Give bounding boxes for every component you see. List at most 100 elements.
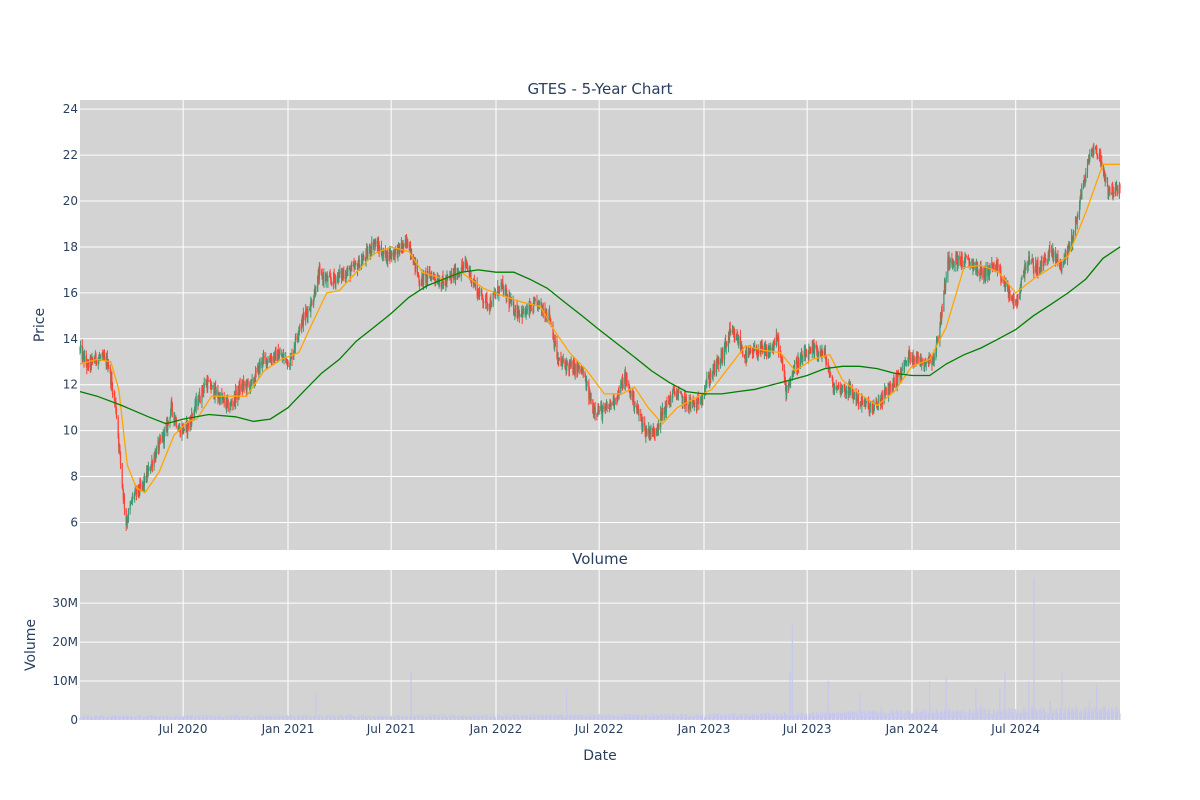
volume-bar [1073, 711, 1075, 720]
volume-bar [646, 715, 648, 720]
candle-body [778, 337, 780, 352]
candle-body [111, 383, 114, 395]
volume-bar [163, 715, 165, 720]
volume-bar [243, 715, 245, 720]
volume-bar [96, 715, 98, 720]
volume-bar [668, 714, 670, 720]
volume-bar [195, 715, 197, 720]
volume-bar [521, 715, 523, 720]
volume-bar [186, 715, 188, 720]
volume-bar [916, 712, 918, 720]
volume-y-axis-title: Volume [23, 619, 39, 671]
volume-bar [143, 717, 145, 720]
volume-bar [1113, 709, 1115, 720]
volume-bar [159, 717, 161, 720]
candle-body [633, 407, 636, 408]
volume-bar [267, 715, 269, 720]
candle-body [979, 265, 981, 275]
candle-body [1082, 180, 1085, 186]
volume-bar [247, 715, 249, 720]
volume-bar [492, 714, 494, 720]
volume-bar [178, 717, 180, 720]
candle-body [134, 492, 136, 497]
candle-body [844, 390, 846, 393]
volume-bar [298, 714, 300, 720]
volume-bar [778, 715, 780, 720]
candle-body [490, 305, 493, 307]
candle-body [223, 397, 225, 404]
candle-body [113, 394, 115, 396]
candle-body [301, 319, 303, 329]
volume-bar [489, 716, 491, 720]
candle-body [939, 327, 941, 341]
candle-body [249, 386, 251, 391]
candle-body [500, 283, 502, 287]
volume-bar [552, 717, 554, 720]
candle-body [325, 277, 327, 281]
volume-bar [542, 714, 544, 720]
candle-body [560, 357, 562, 363]
candle-body [327, 276, 329, 282]
volume-bar [983, 709, 985, 720]
candle-body [845, 390, 848, 394]
volume-bar [190, 715, 192, 720]
candle-body [1069, 245, 1071, 249]
volume-bar [712, 716, 714, 720]
candle-body [772, 346, 774, 350]
volume-bar [436, 717, 438, 720]
volume-spike-bar [980, 704, 982, 720]
volume-bar [175, 715, 177, 720]
volume-bar [134, 717, 136, 720]
volume-bar [991, 713, 993, 720]
candle-body [805, 355, 807, 358]
volume-spike-bar [999, 688, 1001, 720]
volume-bar [270, 717, 272, 720]
volume-bar [685, 713, 687, 720]
volume-bar [901, 715, 903, 720]
volume-bar [118, 715, 120, 720]
volume-bar [546, 716, 548, 720]
volume-bar [952, 712, 954, 720]
candle-body [688, 400, 690, 409]
candle-body [189, 419, 192, 421]
volume-bar [816, 712, 818, 720]
volume-bar [784, 712, 786, 720]
volume-bar [754, 716, 756, 720]
candle-body [417, 274, 420, 278]
candle-body [478, 293, 481, 298]
candle-body [803, 351, 805, 357]
volume-bar [231, 716, 233, 720]
candle-body [685, 396, 687, 404]
volume-bar [104, 717, 106, 720]
volume-bar [326, 714, 328, 720]
volume-bar [170, 715, 172, 720]
volume-bar [383, 715, 385, 720]
candle-body [438, 281, 441, 287]
candle-body [466, 264, 468, 268]
volume-bar [664, 714, 666, 720]
volume-bar [171, 717, 173, 720]
candle-body [743, 355, 746, 357]
candle-body [1085, 172, 1087, 182]
candle-body [197, 401, 200, 406]
volume-bar [1091, 712, 1093, 720]
volume-bar [141, 717, 143, 720]
candle-body [246, 380, 248, 391]
candle-body [201, 386, 204, 392]
volume-bar [904, 713, 906, 720]
candle-body [1020, 285, 1022, 291]
candle-body [1009, 291, 1011, 301]
candle-body [150, 464, 152, 469]
volume-bar [660, 716, 662, 720]
volume-bar [1016, 711, 1018, 720]
volume-bar [908, 711, 910, 720]
volume-bar [1055, 708, 1057, 720]
volume-bar [80, 717, 82, 720]
candle-body [729, 328, 731, 338]
candle-body [859, 403, 861, 405]
volume-bar [1084, 713, 1086, 720]
volume-bar [347, 714, 349, 720]
candle-body [561, 362, 563, 364]
volume-bar [1092, 712, 1094, 720]
volume-bar [171, 717, 173, 720]
